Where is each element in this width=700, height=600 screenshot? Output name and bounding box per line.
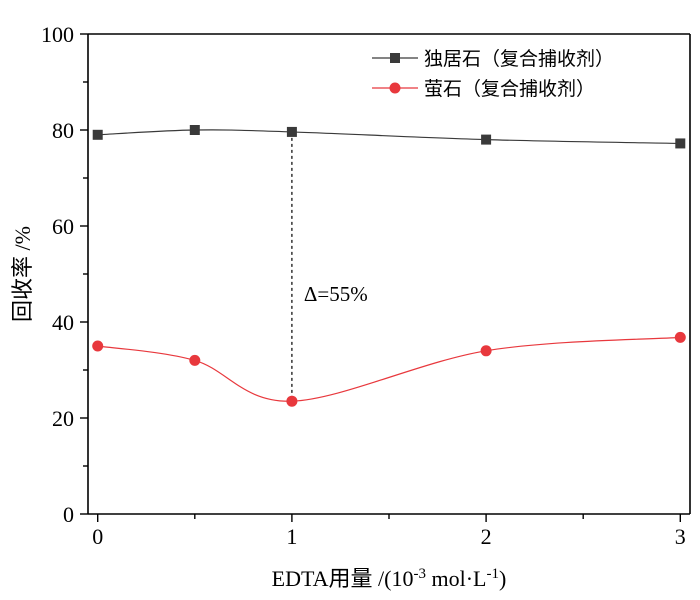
series-0-point: [92, 129, 103, 140]
series-0-point: [189, 125, 200, 135]
x-tick-label: 2: [481, 524, 492, 549]
y-tick-label: 60: [52, 214, 74, 239]
y-tick-label: 20: [52, 406, 74, 431]
y-tick-label: 40: [52, 310, 74, 335]
legend: 独居石（复合捕收剂） 萤石（复合捕收剂）: [372, 48, 614, 100]
series-1-line: [97, 336, 681, 402]
x-axis-title-exp2: -1: [487, 566, 500, 582]
annotation-label: Δ=55%: [304, 282, 368, 306]
legend-1-label: 萤石（复合捕收剂）: [424, 78, 595, 100]
series-layer: Δ=55%: [92, 125, 686, 407]
x-axis-title-exp1: -3: [414, 566, 427, 582]
x-tick-label: 3: [675, 524, 686, 549]
legend-1-marker: [389, 82, 401, 94]
y-tick-label: 80: [52, 118, 74, 143]
series-0-point: [481, 134, 492, 145]
x-tick-label: 1: [286, 524, 297, 549]
series-1-point: [189, 354, 201, 366]
series-1-point: [286, 395, 298, 407]
x-axis-title-main: EDTA用量 /(10: [272, 566, 414, 591]
x-axis-title-end: ): [499, 566, 506, 591]
x-tick-label: 0: [92, 524, 103, 549]
legend-0-marker: [390, 53, 400, 63]
y-tick-label: 100: [41, 22, 74, 47]
series-1-point: [480, 345, 492, 357]
series-0-point: [286, 126, 297, 137]
series-0-point: [675, 138, 686, 149]
axis-ticks: 0 1 2 3 0 20 40 60 80 100: [41, 22, 686, 549]
legend-0-label: 独居石（复合捕收剂）: [424, 48, 614, 70]
series-1-point: [674, 331, 686, 343]
series-1-point: [92, 340, 104, 352]
y-tick-label: 0: [63, 502, 74, 527]
x-axis-title: EDTA用量 /(10-3 mol·L-1): [272, 566, 507, 591]
y-axis-title: 回收率 /%: [10, 226, 35, 322]
x-axis-title-mid: mol·L: [426, 566, 487, 591]
series-0-line: [97, 129, 681, 145]
